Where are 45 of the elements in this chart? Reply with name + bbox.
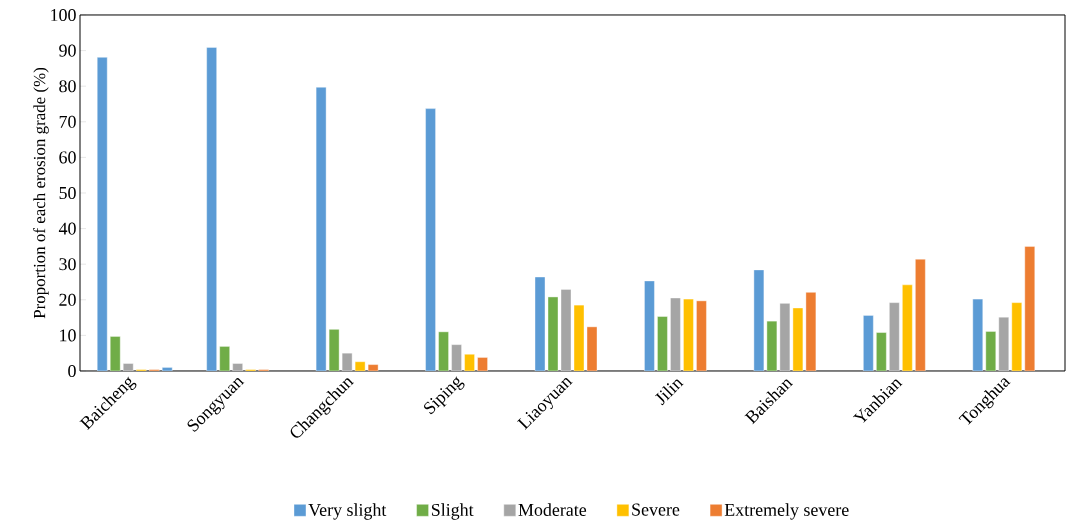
legend-label: Moderate [518,503,587,516]
bar [232,363,243,371]
bar [438,331,449,371]
bar [1011,302,1022,371]
legend-label: Slight [431,503,474,520]
bar [657,316,668,371]
bar [206,47,217,371]
bar [915,259,926,371]
bar [998,317,1009,371]
bar [1024,246,1035,371]
bar [670,297,681,371]
bar [683,298,694,371]
bar [902,284,913,371]
legend-label: Severe [632,503,680,516]
y-tick-label: 90 [59,44,76,57]
bar [889,302,900,371]
bar [123,363,134,371]
y-tick-label: 0 [68,364,76,378]
y-tick-label: 20 [59,293,76,306]
y-tick-label: 10 [60,329,76,342]
bar [162,367,173,371]
bar [425,108,436,371]
y-tick-label: 30 [59,258,76,271]
bar [451,344,462,371]
y-tick-label: 80 [59,80,76,93]
bar [97,57,108,371]
y-tick-label: 60 [59,151,76,164]
bar [985,331,996,371]
y-tick-label: 40 [58,222,76,235]
y-axis-title: Proportion of each erosion grade (%) [33,67,49,319]
legend-label: Extremely severe [724,503,849,520]
bar [863,315,874,371]
legend-label: Very slight [308,503,387,520]
bar [464,354,475,371]
bar [477,357,488,371]
bar [696,300,707,371]
bar [876,332,887,371]
y-tick-label: 100 [51,8,76,22]
bar [644,280,655,371]
x-tick-label: Jilin [655,379,684,406]
bar [972,298,983,371]
bar [219,346,230,371]
y-tick-label: 50 [59,186,76,200]
y-tick-label: 70 [59,115,76,128]
bar [110,336,121,371]
